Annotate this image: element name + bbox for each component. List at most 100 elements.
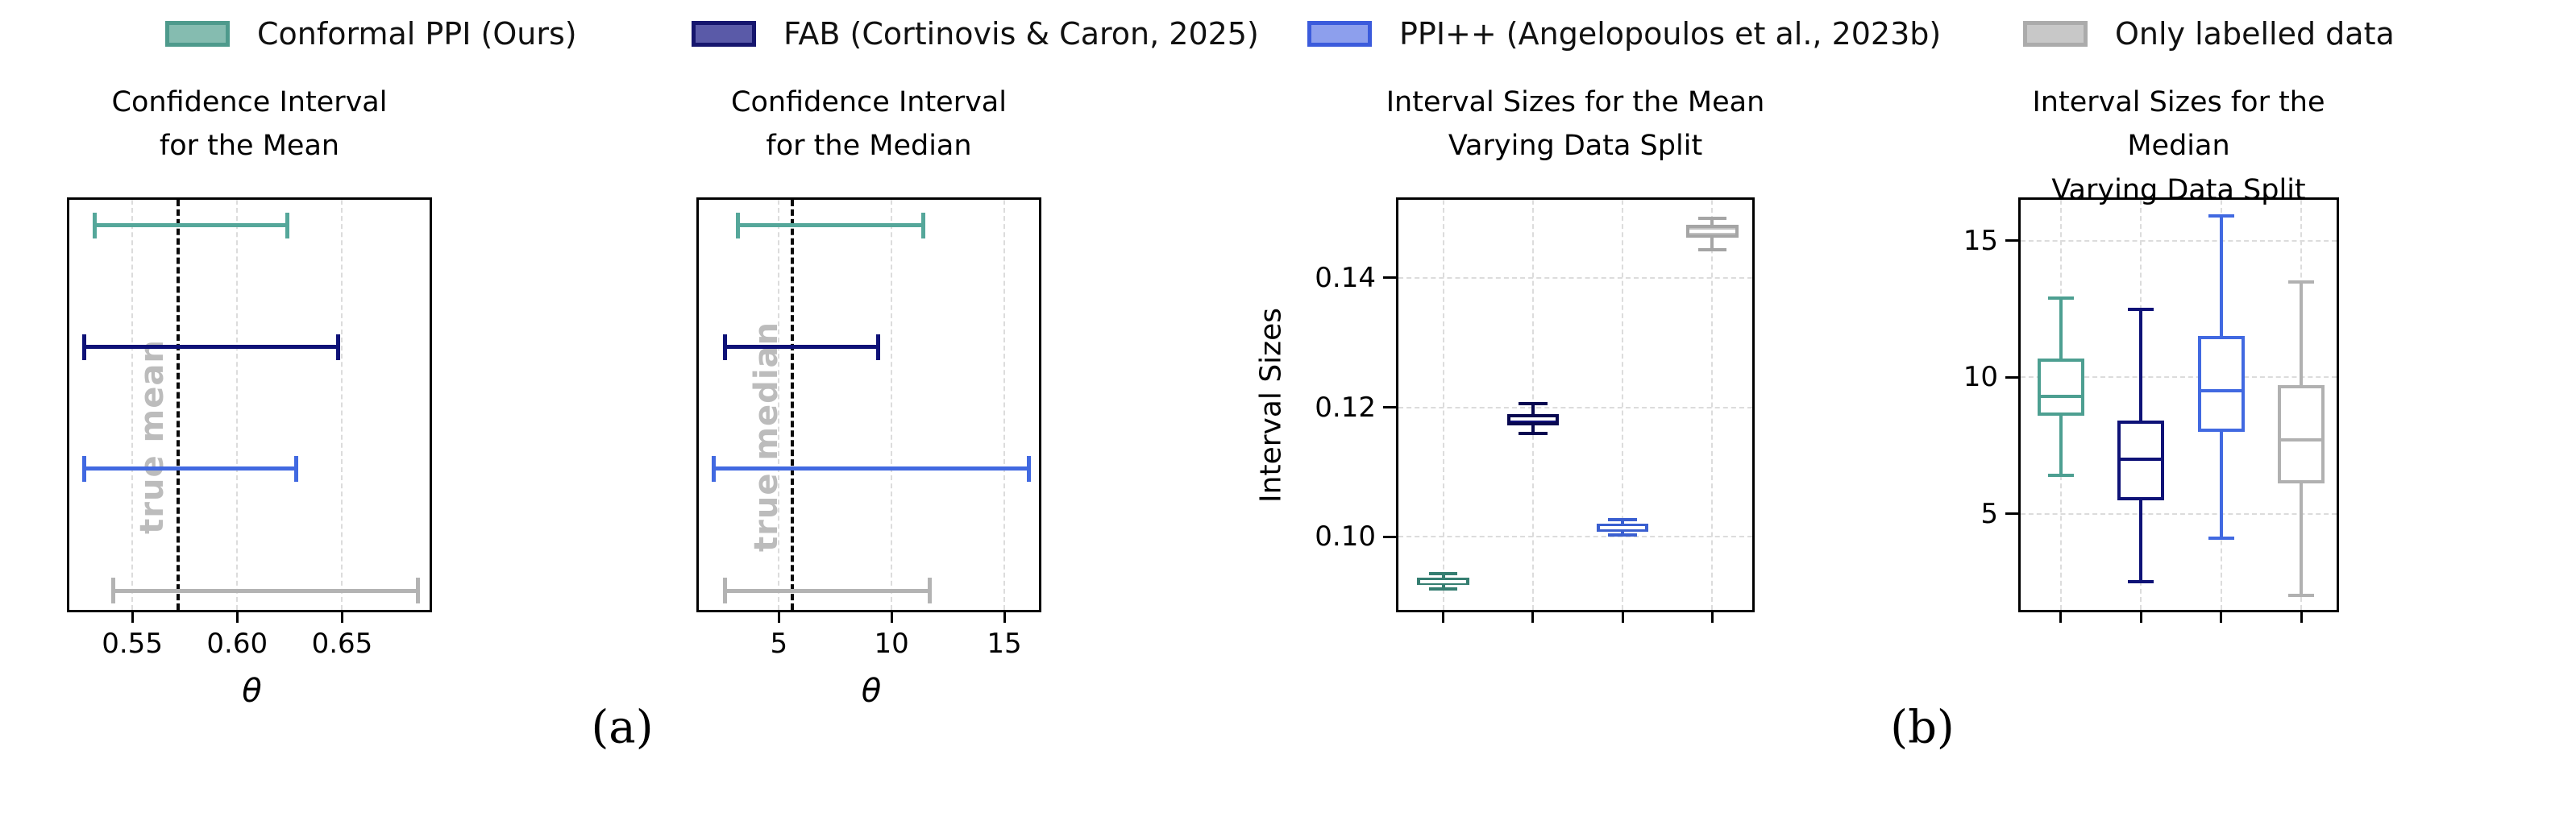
errorbar-cap — [92, 212, 97, 238]
whisker-cap — [1697, 216, 1727, 220]
errorbar-cap — [335, 334, 340, 360]
box-whisker — [2139, 309, 2143, 421]
errorbar-3 — [713, 466, 1029, 471]
x-tick-mark — [131, 610, 134, 623]
legend-label: Conformal PPI (Ours) — [257, 16, 577, 52]
x-tick-label: 10 — [874, 628, 909, 660]
errorbar-cap — [293, 455, 298, 482]
x-tick-mark — [1442, 610, 1445, 623]
gridline — [1398, 276, 1752, 279]
gridline — [1398, 406, 1752, 408]
gridline — [1003, 200, 1006, 610]
x-tick-mark — [2300, 610, 2303, 623]
legend-label: Only labelled data — [2115, 16, 2395, 52]
y-tick-label: 0.12 — [1315, 391, 1376, 424]
panel-title-sizes-median: Interval Sizes for the Median Varying Da… — [2032, 86, 2325, 206]
x-tick-mark — [1621, 610, 1624, 623]
legend-label: FAB (Cortinovis & Caron, 2025) — [783, 16, 1259, 52]
gridline — [891, 200, 893, 610]
x-tick-label: 0.65 — [311, 628, 373, 660]
box-whisker — [2059, 297, 2063, 359]
whisker-cap — [1519, 402, 1548, 406]
box-median — [1689, 230, 1735, 234]
box-whisker — [1441, 574, 1445, 578]
panel-ci-median-axes: 5 10 15 true median θ — [696, 197, 1041, 710]
box-median — [2037, 394, 2084, 398]
x-tick-label: 15 — [987, 628, 1022, 660]
box-whisker — [2300, 281, 2304, 386]
x-tick-mark — [1531, 610, 1535, 623]
whisker-cap — [2288, 280, 2315, 284]
box-1 — [2037, 358, 2084, 416]
true-value-label: true mean — [134, 338, 172, 534]
box-whisker — [2219, 431, 2223, 539]
whisker-cap — [1608, 533, 1637, 537]
gridline — [1398, 536, 1752, 538]
y-tick-label: 0.10 — [1315, 520, 1376, 553]
legend-item: Conformal PPI (Ours) — [165, 18, 577, 50]
whisker-cap — [2047, 296, 2074, 300]
panel-label-a: (a) — [591, 701, 654, 754]
gridline — [778, 200, 780, 610]
panel-title-ci-mean: Confidence Interval for the Mean — [111, 86, 388, 163]
box-median — [1510, 417, 1556, 421]
errorbar-cap — [81, 334, 86, 360]
box-whisker — [2059, 415, 2063, 476]
x-tick-mark — [1003, 610, 1006, 623]
x-tick-mark — [340, 610, 343, 623]
errorbar-cap — [81, 455, 86, 482]
errorbar-cap — [920, 212, 925, 238]
errorbar-4 — [113, 588, 418, 593]
legend-swatch-icon — [165, 21, 230, 47]
box-3 — [2197, 336, 2245, 432]
gridline — [341, 200, 343, 610]
y-tick-mark — [1383, 535, 1396, 538]
whisker-cap — [2128, 580, 2154, 584]
box-whisker — [2219, 216, 2223, 337]
panel-sizes-mean-axes: 0.10 0.12 0.14 — [1315, 197, 1755, 623]
errorbar-cap — [285, 212, 290, 238]
errorbar-cap — [928, 578, 933, 604]
whisker-cap — [1428, 587, 1458, 591]
box-median — [2197, 389, 2245, 393]
x-tick-mark — [2220, 610, 2223, 623]
errorbar-cap — [711, 455, 716, 482]
box-whisker — [1621, 532, 1625, 536]
whisker-cap — [1428, 572, 1458, 576]
x-axis-label: θ — [861, 673, 882, 710]
gridline — [131, 200, 134, 610]
legend-swatch-icon — [692, 21, 756, 47]
box-whisker — [1531, 404, 1535, 414]
legend-swatch-icon — [1307, 21, 1372, 47]
panel-title-ci-median: Confidence Interval for the Median — [731, 86, 1007, 163]
legend-item: PPI++ (Angelopoulos et al., 2023b) — [1307, 18, 1941, 50]
errorbar-cap — [736, 212, 741, 238]
legend-item: FAB (Cortinovis & Caron, 2025) — [692, 18, 1259, 50]
whisker-cap — [2208, 537, 2234, 541]
errorbar-1 — [94, 223, 288, 228]
gridline — [1622, 200, 1624, 610]
y-tick-label: 15 — [1963, 224, 1998, 257]
y-tick-mark — [2005, 239, 2018, 243]
errorbar-cap — [111, 578, 116, 604]
x-tick-label: 0.55 — [102, 628, 163, 660]
true-value-line — [177, 200, 181, 610]
errorbar-4 — [725, 588, 930, 593]
true-value-label: true median — [748, 321, 786, 552]
box-median — [2117, 457, 2165, 461]
legend-item: Only labelled data — [2023, 18, 2395, 50]
legend-swatch-icon — [2023, 21, 2088, 47]
whisker-cap — [1697, 247, 1727, 251]
whisker-cap — [2128, 307, 2154, 311]
x-tick-mark — [777, 610, 780, 623]
box-whisker — [2300, 483, 2304, 596]
gridline — [2021, 376, 2337, 379]
errorbar-2 — [725, 345, 879, 350]
panel-label-b: (b) — [1890, 701, 1955, 754]
x-tick-mark — [235, 610, 239, 623]
errorbar-cap — [875, 334, 880, 360]
y-tick-mark — [1383, 276, 1396, 280]
y-tick-label: 10 — [1963, 361, 1998, 394]
x-axis-label: θ — [242, 673, 262, 710]
